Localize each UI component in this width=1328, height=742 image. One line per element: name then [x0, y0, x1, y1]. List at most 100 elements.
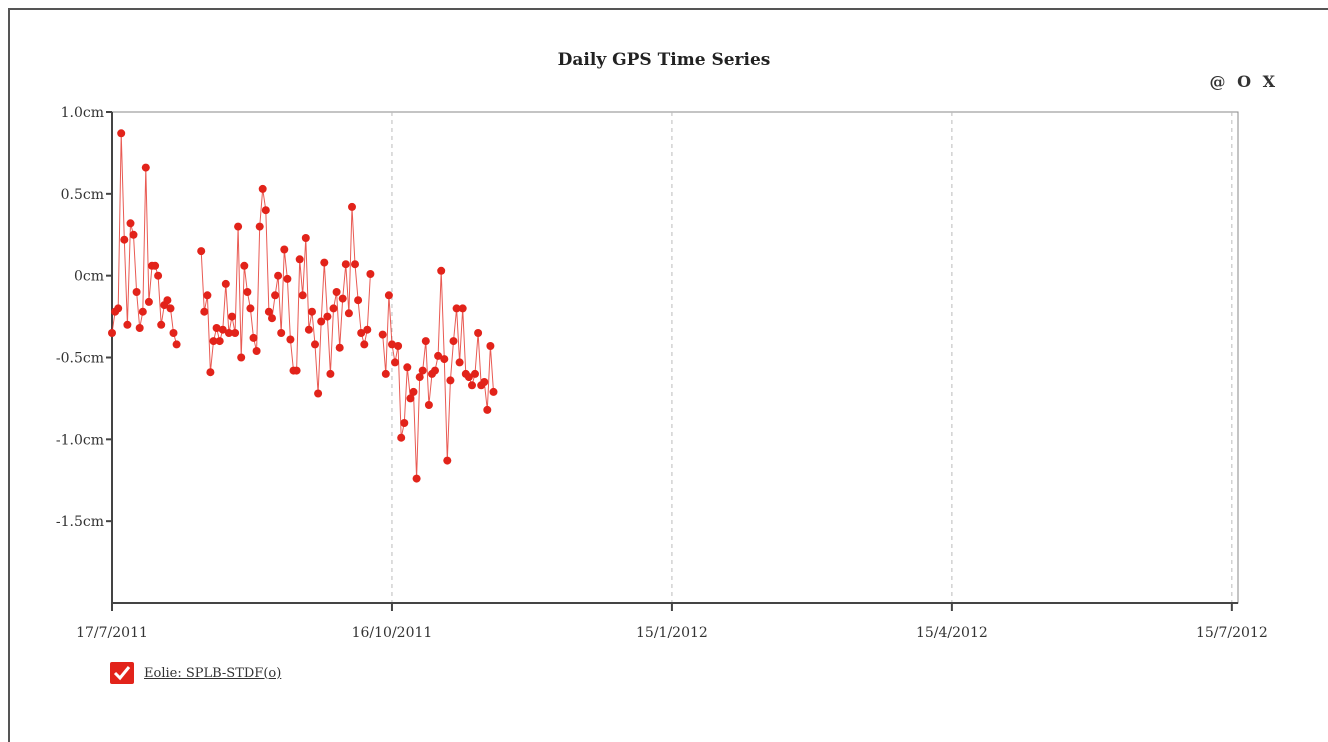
data-point — [123, 320, 132, 329]
data-point — [424, 401, 433, 409]
x-tick-label: 15/4/2012 — [916, 625, 988, 641]
data-point — [468, 381, 476, 390]
data-point — [166, 304, 175, 313]
data-point — [357, 329, 366, 337]
x-tick-label: 17/7/2011 — [76, 625, 148, 641]
data-point — [286, 335, 295, 344]
data-point — [126, 219, 135, 228]
checkmark-icon — [113, 666, 131, 681]
data-point — [360, 340, 369, 349]
data-point — [443, 456, 452, 465]
data-point — [298, 291, 307, 300]
y-tick-label: -1.0cm — [56, 432, 104, 448]
x-tick-label: 15/7/2012 — [1196, 625, 1268, 641]
data-point — [249, 333, 258, 342]
data-point — [221, 279, 230, 288]
data-point — [366, 270, 375, 278]
data-point — [163, 296, 172, 305]
data-point — [455, 358, 464, 367]
data-point — [212, 324, 221, 332]
data-point — [255, 222, 264, 231]
data-point — [292, 366, 301, 375]
data-point — [268, 314, 276, 323]
data-point — [151, 261, 160, 270]
data-point — [243, 288, 252, 296]
data-point — [138, 307, 147, 316]
data-point — [412, 474, 421, 483]
data-point — [114, 304, 123, 313]
data-point — [144, 297, 153, 306]
data-point — [280, 245, 289, 254]
data-point — [480, 378, 489, 386]
data-point — [326, 369, 335, 378]
series-line — [200, 188, 371, 394]
data-point — [311, 340, 319, 349]
data-point — [440, 355, 449, 364]
pin-icon[interactable]: @ — [1209, 72, 1227, 91]
data-point — [264, 307, 273, 316]
data-point — [231, 329, 240, 337]
data-point — [452, 304, 461, 313]
data-point — [314, 389, 323, 398]
data-point — [332, 288, 341, 296]
data-point — [228, 312, 236, 321]
restore-icon[interactable]: O — [1237, 72, 1252, 91]
close-icon[interactable]: X — [1262, 72, 1276, 91]
data-point — [246, 304, 255, 313]
data-point — [203, 291, 212, 300]
data-point — [209, 337, 218, 346]
data-point — [237, 353, 246, 362]
data-point — [206, 368, 215, 377]
data-point — [431, 366, 439, 375]
y-tick-label: -1.5cm — [56, 514, 104, 530]
data-point — [141, 163, 150, 172]
data-point — [258, 184, 267, 193]
data-point — [434, 351, 443, 360]
data-point — [317, 317, 326, 326]
legend-series-label[interactable]: Eolie: SPLB-STDF(o) — [144, 665, 282, 681]
data-point — [323, 312, 332, 321]
data-point — [388, 340, 396, 349]
chart-title: Daily GPS Time Series — [557, 50, 771, 70]
y-tick-label: 0.5cm — [61, 187, 104, 203]
data-point — [415, 373, 424, 382]
data-point — [418, 366, 427, 375]
data-point — [335, 343, 344, 352]
data-point — [197, 247, 206, 256]
data-point — [117, 129, 126, 138]
chart-controls: @ O X — [1205, 72, 1276, 91]
data-point — [240, 261, 249, 270]
data-point — [277, 329, 286, 337]
data-point — [129, 230, 138, 239]
data-point — [215, 337, 224, 346]
chart-frame — [8, 8, 1328, 742]
data-point — [154, 271, 163, 280]
data-point — [384, 291, 393, 300]
data-point — [471, 369, 479, 378]
data-point — [400, 419, 409, 427]
data-point — [474, 329, 483, 337]
legend-checkbox[interactable] — [110, 662, 134, 684]
data-point — [252, 347, 261, 355]
x-tick-label: 16/10/2011 — [352, 625, 433, 641]
data-point — [274, 271, 283, 280]
data-point — [341, 260, 350, 269]
data-point — [271, 291, 280, 300]
data-point — [458, 304, 467, 313]
data-point — [320, 258, 329, 267]
data-point — [344, 309, 353, 318]
data-point — [120, 235, 129, 244]
data-point — [200, 307, 209, 316]
data-point — [338, 294, 347, 303]
data-point — [348, 202, 356, 211]
data-point — [295, 255, 304, 264]
data-point — [378, 330, 387, 339]
data-point — [406, 394, 415, 403]
data-point — [304, 325, 313, 334]
data-point — [381, 369, 390, 378]
y-tick-label: 1.0cm — [61, 105, 104, 121]
data-point — [449, 337, 458, 346]
data-point — [391, 358, 399, 367]
data-point — [308, 307, 316, 316]
data-point — [108, 329, 116, 337]
